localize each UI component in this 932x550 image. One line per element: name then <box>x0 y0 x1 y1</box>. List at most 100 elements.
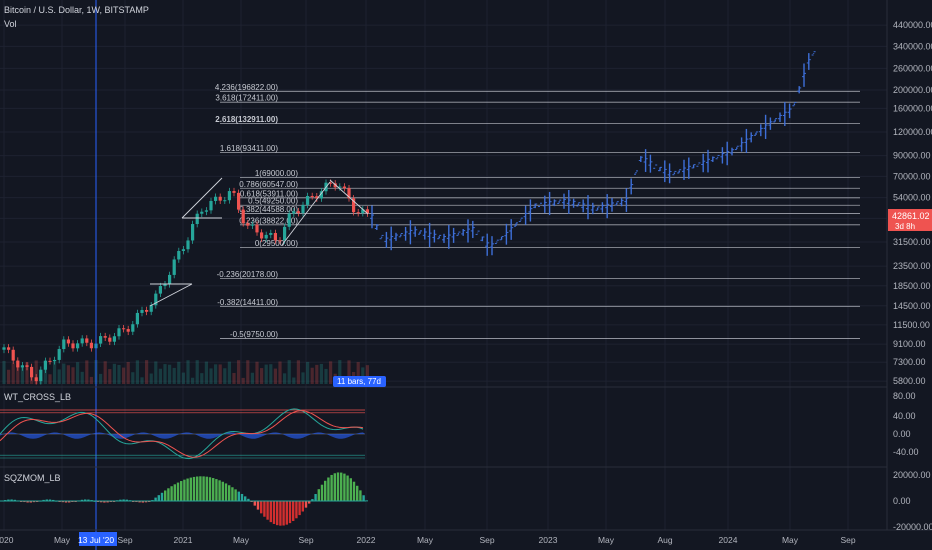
sqz-bar <box>330 474 333 501</box>
volume-bar <box>117 364 121 384</box>
volume-bar <box>195 360 199 384</box>
volume-bar <box>2 360 6 384</box>
price-badge[interactable]: 42861.02 3d 8h <box>888 209 932 231</box>
candle-body <box>301 204 305 213</box>
sqz-bar <box>42 499 45 501</box>
volume-bar <box>34 360 38 384</box>
price-tick: 11500.00 <box>893 320 930 330</box>
candle-body <box>2 347 6 350</box>
symbol-title[interactable]: Bitcoin / U.S. Dollar, 1W, BITSTAMP <box>4 5 149 15</box>
candle-body <box>218 196 222 201</box>
trend-line <box>181 177 223 219</box>
volume-bar <box>122 367 126 384</box>
sqz-bar <box>29 501 32 503</box>
volume-bar <box>301 372 305 384</box>
volume-bar <box>89 376 93 384</box>
candle-body <box>34 377 38 382</box>
volume-bar <box>48 374 52 384</box>
sqz-bar <box>100 501 103 503</box>
sqz-bar <box>272 501 276 524</box>
time-tick: 2020 <box>0 535 14 545</box>
wt-cross-pane <box>0 408 365 460</box>
volume-bar <box>223 368 227 384</box>
sqz-bar <box>282 501 285 526</box>
candle-body <box>85 338 89 343</box>
candle-body <box>163 284 167 287</box>
sqz-tick: 0.00 <box>893 496 911 506</box>
volume-bar <box>310 367 314 384</box>
sqz-bar <box>320 484 324 501</box>
drawing-tools[interactable] <box>149 177 369 307</box>
wt-tick: -40.00 <box>893 447 919 457</box>
volume-bar <box>7 369 11 384</box>
candle-body <box>126 329 130 332</box>
volume-bar <box>283 373 287 384</box>
volume-bar <box>218 364 222 384</box>
candle-body <box>39 369 43 382</box>
volume-bar <box>227 361 231 384</box>
volume-bar <box>246 360 250 384</box>
sqz-bar <box>356 485 359 501</box>
candle-body <box>200 211 204 214</box>
sqz-bar <box>244 496 247 501</box>
vol-indicator-label[interactable]: Vol <box>4 19 17 29</box>
sqz-tick: -20000.00 <box>893 522 932 532</box>
candle-body <box>283 226 287 241</box>
candle-body <box>347 188 351 199</box>
volume-bar <box>181 372 185 384</box>
sqz-bar <box>311 499 314 501</box>
wt-histogram <box>0 432 365 439</box>
candle-body <box>76 343 80 349</box>
price-badge-countdown: 3d 8h <box>895 222 915 231</box>
volume-bar <box>273 368 277 384</box>
fib-label: 1.618(93411.00) <box>220 144 278 153</box>
sqz-bar <box>333 473 336 501</box>
volume-bar <box>204 361 208 384</box>
fib-label: 0.382(44588.00) <box>239 205 298 214</box>
volume-bar <box>260 368 264 384</box>
price-badge-bg <box>888 209 932 231</box>
candle-body <box>25 365 29 367</box>
sqz-bar <box>256 501 260 510</box>
volume-bar <box>200 373 204 384</box>
fibonacci-levels[interactable]: 4.236(196822.00) 3.618(172411.00) 2.618(13… <box>215 83 860 339</box>
time-tick: May <box>782 535 799 545</box>
projection-bars <box>370 51 816 256</box>
volume-bar <box>214 364 218 384</box>
sqz-bar <box>276 501 279 526</box>
sqz-bar <box>336 472 340 501</box>
sqz-bar <box>317 489 320 501</box>
sqz-bar <box>48 499 52 501</box>
sqz-bar <box>359 490 362 501</box>
volume-bar <box>186 360 190 384</box>
sqz-bar <box>173 484 176 501</box>
price-axis[interactable]: 440000.00 340000.00 260000.00 200000.00 1600… <box>893 20 932 386</box>
sqz-bar <box>365 500 368 502</box>
sqz-bar <box>144 501 148 503</box>
candle-body <box>223 200 227 202</box>
candle-body <box>338 186 342 188</box>
candle-body <box>319 191 323 199</box>
volume-bar <box>347 360 351 384</box>
sqz-bar <box>346 475 349 501</box>
sqz-bar <box>234 489 237 501</box>
sqzmom-label[interactable]: SQZMOM_LB <box>4 473 61 483</box>
candle-body <box>20 365 24 368</box>
time-axis[interactable]: 2020May13 Jul '20Sep2021MaySep2022MaySep… <box>0 532 856 546</box>
sqz-bar <box>160 492 164 501</box>
fib-label: 1(69000.00) <box>255 169 298 178</box>
sqz-axis: 20000.00 0.00 -20000.00 <box>893 470 932 532</box>
time-tick: 2022 <box>357 535 376 545</box>
candle-body <box>269 233 273 235</box>
candle-body <box>352 198 356 213</box>
price-tick: 160000.00 <box>893 103 932 113</box>
bars-range-tooltip[interactable]: 11 bars, 77d <box>333 376 386 387</box>
fib-label: 0(29500.00) <box>255 239 298 248</box>
trend-line <box>149 283 193 307</box>
sqz-bar <box>295 501 298 519</box>
time-tick: Sep <box>298 535 313 545</box>
wt-cross-label[interactable]: WT_CROSS_LB <box>4 392 71 402</box>
price-tick: 14500.00 <box>893 301 931 311</box>
sqz-bar <box>304 501 308 508</box>
